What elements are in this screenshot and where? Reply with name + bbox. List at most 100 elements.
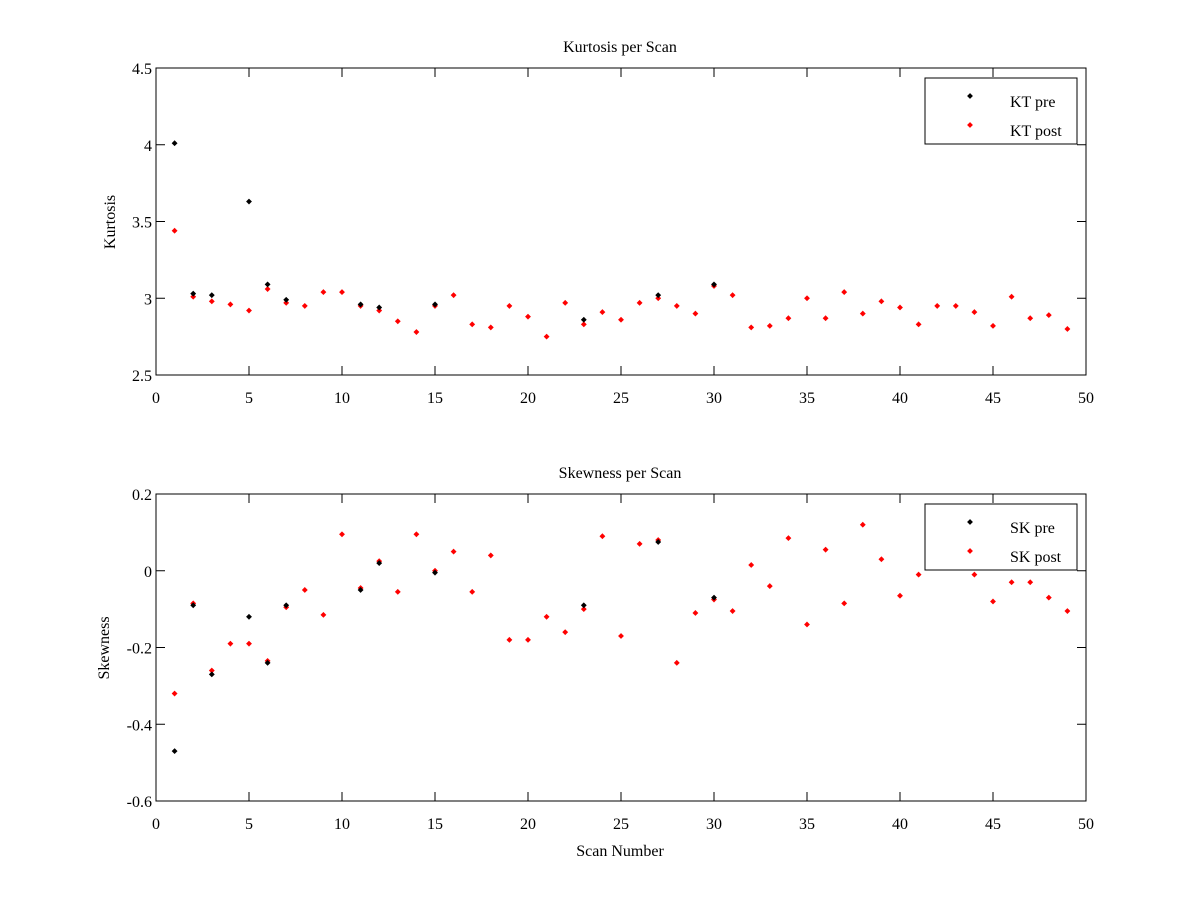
kurtosis-point-post [394, 318, 401, 325]
skewness-legend-marker-glyph [967, 548, 973, 554]
skewness-point-pre [171, 748, 178, 755]
kurtosis-y-tick-label: 3.5 [132, 215, 152, 232]
skewness-point-post [580, 606, 587, 613]
kurtosis-point-post [469, 321, 476, 328]
skewness-chart-title: Skewness per Scan [559, 465, 682, 482]
kurtosis-point-post [376, 307, 383, 314]
skewness-point-pre [655, 539, 662, 545]
kurtosis-point-post [543, 333, 550, 340]
kurtosis-ticks: 0 5 10 15 20 25 30 35 40 45 50 2.5 3 3.5 4 4.5 [132, 61, 1094, 407]
skewness-point-post [543, 613, 550, 620]
kurtosis-x-tick-label: 10 [334, 390, 350, 407]
kurtosis-x-tick-label: 30 [706, 390, 722, 407]
skewness-point-pre [190, 602, 197, 609]
kurtosis-point-post [748, 324, 755, 331]
kurtosis-point-post [952, 303, 959, 309]
skewness-point-post [1008, 579, 1015, 586]
kurtosis-point-post [283, 299, 290, 306]
skewness-point-post [822, 546, 829, 553]
kurtosis-x-tick-label: 15 [427, 390, 443, 407]
kurtosis-legend-marker-pre [967, 93, 973, 99]
skewness-legend-label-pre: SK pre [1010, 520, 1055, 537]
kurtosis-point-post [339, 289, 345, 296]
skewness-legend-box [924, 503, 1078, 571]
skewness-x-tick-label: 30 [706, 816, 722, 833]
skewness-x-tick-label: 25 [613, 816, 629, 833]
skewness-point-post [785, 535, 792, 542]
kurtosis-point-pre [376, 304, 383, 311]
kurtosis-point-post [636, 299, 643, 306]
skewness-x-tick-label: 0 [152, 816, 160, 833]
skewness-point-post [487, 552, 494, 559]
skewness-point-post [618, 633, 624, 639]
skewness-point-post [1045, 594, 1052, 601]
skewness-point-post [246, 640, 252, 647]
kurtosis-point-post [599, 309, 606, 315]
kurtosis-point-post [878, 298, 885, 305]
skewness-legend: SK pre SK post [924, 503, 1078, 571]
skewness-x-tick-label: 45 [985, 816, 1001, 833]
kurtosis-y-axis-label: Kurtosis [102, 195, 119, 249]
skewness-point-post [599, 533, 606, 540]
skewness-point-pre [432, 569, 438, 576]
skewness-point-post [673, 659, 680, 666]
skewness-y-tick-label: -0.2 [127, 641, 152, 658]
skewness-legend-marker-glyph [967, 519, 973, 525]
kurtosis-point-pre [655, 292, 662, 299]
kurtosis-point-post [785, 315, 792, 322]
skewness-x-tick-label: 40 [892, 816, 908, 833]
skewness-point-pre [357, 587, 364, 593]
skewness-legend-marker-pre [967, 519, 973, 525]
kurtosis-point-post [320, 289, 327, 296]
kurtosis-x-tick-label: 35 [799, 390, 815, 407]
kurtosis-point-pre [246, 198, 252, 205]
kurtosis-x-tick-label: 0 [152, 390, 160, 407]
kurtosis-x-tick-label: 50 [1078, 390, 1094, 407]
kurtosis-point-post [1027, 315, 1034, 322]
kurtosis-point-pre [357, 301, 364, 308]
kurtosis-point-post [487, 324, 494, 331]
kurtosis-point-post [915, 321, 922, 328]
kurtosis-point-post [934, 303, 941, 309]
kurtosis-y-tick-label: 3 [144, 291, 152, 308]
skewness-legend-marker-post [967, 548, 973, 554]
kurtosis-point-post [301, 303, 308, 309]
kurtosis-point-post [618, 316, 624, 323]
kurtosis-point-post [1064, 326, 1071, 332]
kurtosis-x-tick-label: 40 [892, 390, 908, 407]
skewness-point-post [506, 636, 513, 643]
skewness-point-pre [283, 602, 290, 609]
skewness-y-tick-label: -0.4 [127, 717, 152, 734]
skewness-y-axis-label: Skewness [96, 616, 113, 679]
kurtosis-point-post [227, 301, 234, 308]
skewness-point-pre [711, 594, 717, 601]
skewness-y-tick-label: -0.6 [127, 794, 152, 811]
kurtosis-point-post [692, 310, 699, 317]
kurtosis-point-post [729, 292, 736, 299]
skewness-point-post [1064, 608, 1071, 614]
skewness-point-post [301, 587, 308, 593]
skewness-point-post [394, 588, 401, 595]
kurtosis-y-tick-label: 4.5 [132, 61, 152, 78]
kurtosis-point-post [171, 227, 178, 234]
kurtosis-point-pre [711, 281, 717, 288]
skewness-panel: Skewness per Scan Skewness Scan Number 0… [96, 465, 1094, 860]
kurtosis-x-tick-label: 5 [245, 390, 253, 407]
kurtosis-point-pre [580, 316, 587, 323]
skewness-point-post [990, 598, 996, 605]
kurtosis-chart-title: Kurtosis per Scan [563, 39, 677, 56]
skewness-point-post [227, 640, 234, 647]
skewness-point-post [859, 521, 866, 528]
kurtosis-legend-marker-glyph [967, 122, 973, 128]
kurtosis-point-post [450, 292, 457, 299]
kurtosis-point-pre [171, 140, 178, 147]
skewness-point-pre [580, 602, 587, 609]
kurtosis-point-pre [283, 296, 290, 303]
skewness-point-post [413, 531, 420, 538]
skewness-point-post [320, 611, 327, 618]
skewness-legend-label-post: SK post [1010, 549, 1062, 566]
skewness-point-post [1027, 579, 1034, 586]
skewness-point-post [171, 690, 178, 697]
kurtosis-point-post [766, 322, 773, 329]
skewness-x-tick-label: 35 [799, 816, 815, 833]
